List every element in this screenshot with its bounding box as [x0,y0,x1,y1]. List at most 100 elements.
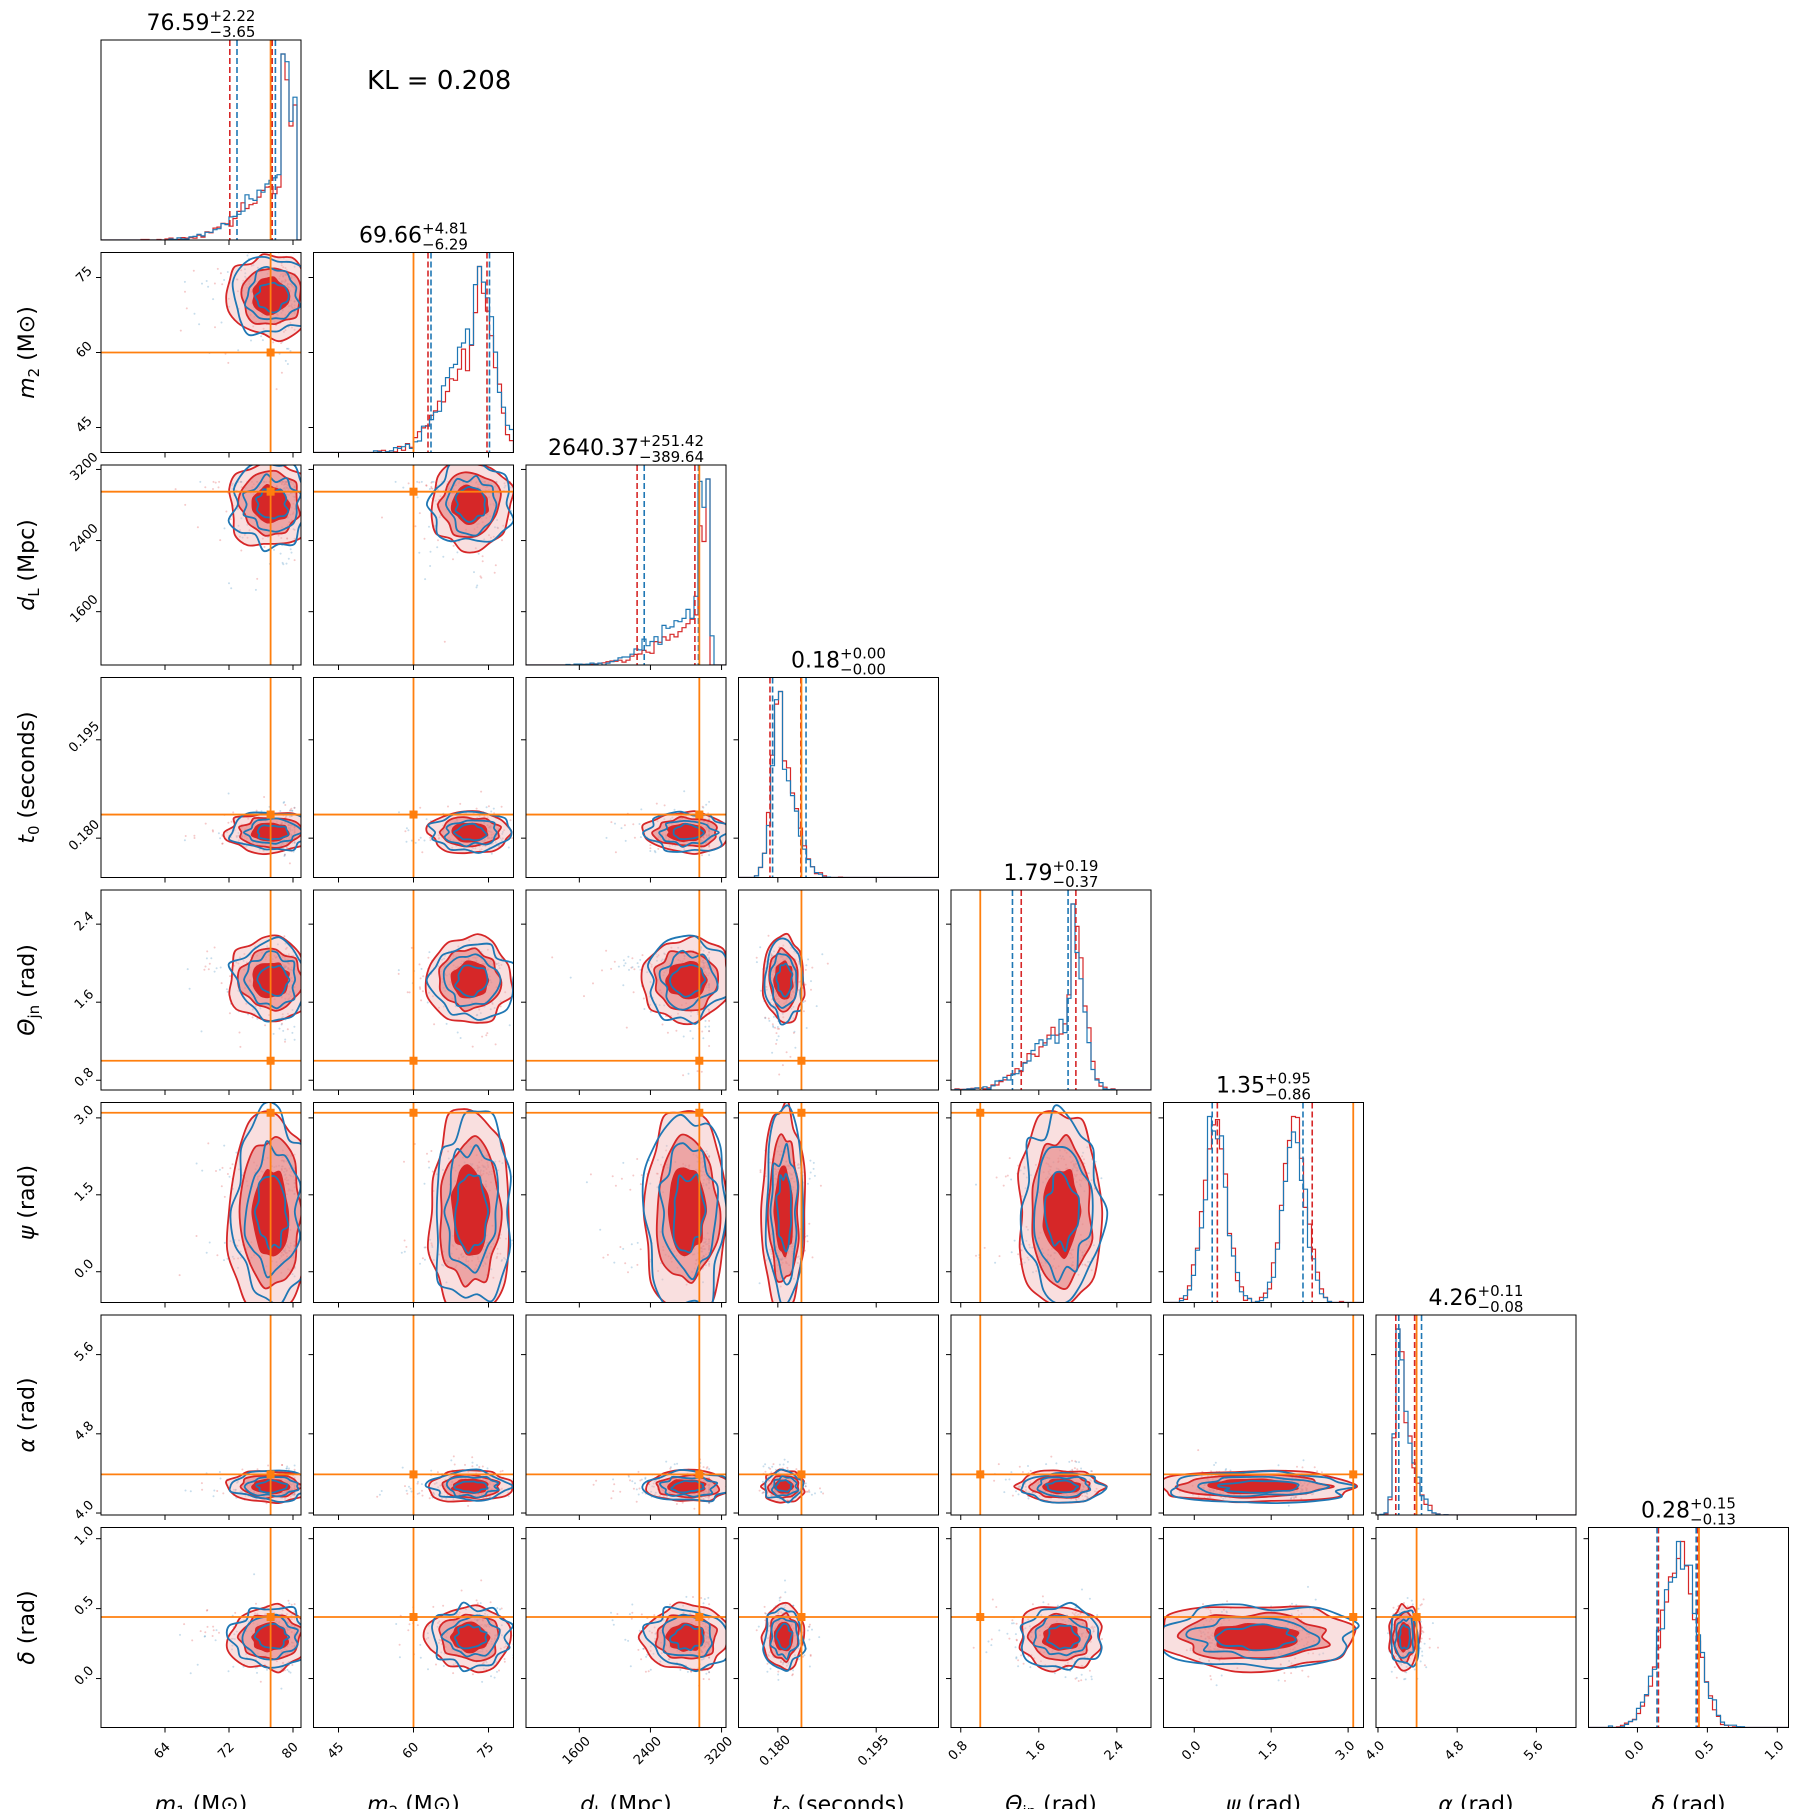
sample-point [805,964,807,966]
sample-point [827,963,829,965]
sample-point [624,1262,626,1264]
sample-point [631,1266,633,1268]
sample-point [638,966,640,968]
sample-point [633,991,635,993]
sample-point [420,999,422,1001]
sample-point [595,1480,597,1482]
panel-t0-psi [739,1100,939,1305]
sample-point [212,829,214,831]
sample-point [460,1037,462,1039]
sample-point [984,1247,986,1249]
sample-point [219,1169,221,1171]
sample-point [288,1468,290,1470]
sample-point [472,1462,474,1464]
sample-point [783,1464,785,1466]
sample-point [613,1262,615,1264]
panel-dL-alpha [526,1315,729,1515]
sample-point [421,1490,423,1492]
sample-point [500,1471,502,1473]
sample-point [179,1274,181,1276]
sample-point [478,1466,480,1468]
sample-point [428,526,430,528]
sample-point [809,1178,811,1180]
sample-point [287,348,289,350]
sample-point [776,1039,778,1041]
truth-marker [410,488,418,496]
sample-point [239,1046,241,1048]
sample-point [223,1259,225,1261]
sample-point [194,313,196,315]
sample-point [419,807,421,809]
sample-point [676,1503,678,1505]
truth-marker [976,1109,984,1117]
sample-point [185,1490,187,1492]
sample-point [623,959,625,961]
sample-point [654,850,656,852]
sample-point [622,1248,624,1250]
sample-point [459,803,461,805]
sample-point [634,837,636,839]
sample-point [189,988,191,990]
sample-point [994,1262,996,1264]
sample-point [1017,1253,1019,1255]
sample-point [224,1242,226,1244]
sample-point [508,847,510,849]
sample-point [705,1020,707,1022]
sample-point [279,1028,281,1030]
sample-point [674,1463,676,1465]
sample-point [214,947,216,949]
sample-point [629,1479,631,1481]
sample-point [621,1178,623,1180]
sample-point [213,1495,215,1497]
sample-point [1009,1157,1011,1159]
panel-m1-m1 [101,40,301,240]
sample-point [615,1185,617,1187]
sample-point [760,990,762,992]
panel-m2-psi [314,1103,515,1307]
sample-point [281,1464,283,1466]
sample-point [456,551,458,553]
sample-point [232,1163,234,1165]
sample-point [488,805,490,807]
sample-point [225,511,227,513]
sample-point [407,829,409,831]
sample-point [437,539,439,541]
sample-point [485,1034,487,1036]
sample-point [708,1026,710,1028]
panel-m1-m2 [101,252,304,453]
sample-point [674,809,676,811]
sample-point [794,1047,796,1049]
sample-point [476,586,478,588]
sample-point [670,1466,672,1468]
sample-point [418,839,420,841]
panel-frame [739,678,939,878]
sample-point [640,808,642,810]
sample-point [215,482,217,484]
sample-point [227,991,229,993]
sample-point [510,819,512,821]
sample-point [774,1027,776,1029]
sample-point [486,1032,488,1034]
sample-point [627,1271,629,1273]
histogram-blue [526,479,726,665]
sample-point [602,1257,604,1259]
sample-point [665,1461,667,1463]
panel-m2-t0 [314,678,514,878]
sample-point [203,969,205,971]
sample-point [214,971,216,973]
sample-point [220,967,222,969]
sample-point [184,504,186,506]
sample-point [464,1464,466,1466]
sample-point [408,482,410,484]
sample-point [221,322,223,324]
sample-point [424,1259,426,1261]
sample-point [631,1480,633,1482]
panel-dL-psi [526,1103,728,1307]
sample-point [286,1466,288,1468]
sample-point [286,563,288,565]
sample-point [702,1037,704,1039]
sample-point [768,1020,770,1022]
sample-point [219,1471,221,1473]
sample-point [422,990,424,992]
sample-point [662,1024,664,1026]
